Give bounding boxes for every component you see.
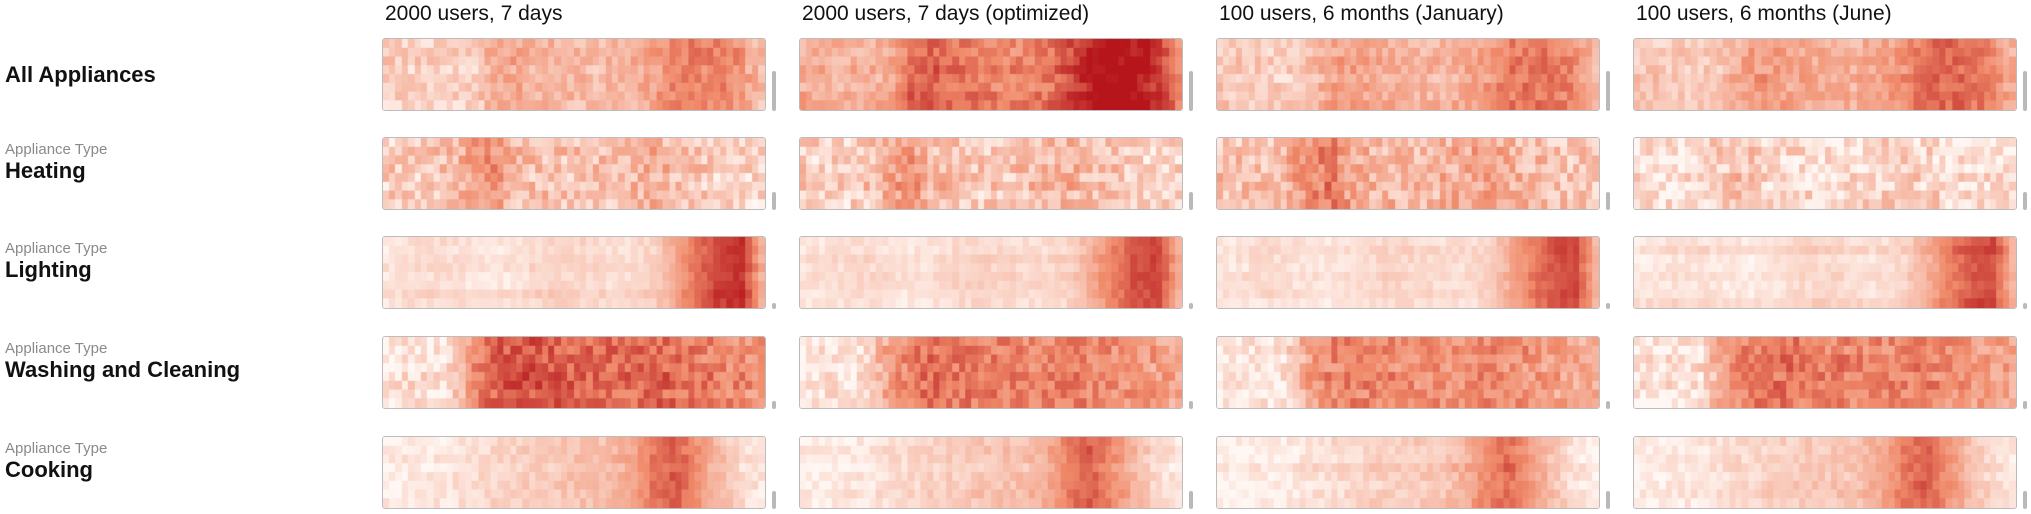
row-label-washing-and-cleaning: Appliance Type Washing and Cleaning [5,340,240,383]
cell-scrollbar[interactable] [2023,491,2027,509]
heatmap-cell [799,336,1183,409]
heatmap-canvas [1217,437,1599,508]
row-label-cooking: Appliance Type Cooking [5,440,107,483]
heatmap-cell [1216,336,1600,409]
row-title: Cooking [5,457,93,482]
column-header-2: 100 users, 6 months (January) [1219,2,1504,25]
cell-scrollbar[interactable] [1606,192,1610,210]
cell-scrollbar[interactable] [1606,71,1610,111]
heatmap-cell [1633,436,2017,509]
heatmap-cell [382,38,766,111]
heatmap-canvas [800,39,1182,110]
heatmap-canvas [383,138,765,209]
column-header-1: 2000 users, 7 days (optimized) [802,2,1090,25]
heatmap-cell [799,38,1183,111]
cell-scrollbar[interactable] [1189,71,1193,111]
column-header-0: 2000 users, 7 days [385,2,563,25]
cell-scrollbar[interactable] [772,401,776,409]
row-label-heating: Appliance Type Heating [5,141,107,184]
heatmap-canvas [1217,138,1599,209]
heatmap-cell [799,436,1183,509]
heatmap-cell [1633,38,2017,111]
heatmap-canvas [800,337,1182,408]
row-title: All Appliances [5,62,156,87]
cell-scrollbar[interactable] [1606,303,1610,309]
row-sublabel: Appliance Type [5,240,108,257]
cell-scrollbar[interactable] [772,491,776,509]
cell-scrollbar[interactable] [1606,401,1610,409]
heatmap-canvas [1634,39,2016,110]
heatmap-cell [1216,436,1600,509]
heatmap-cell [1633,236,2017,309]
row-label-all-appliances: All Appliances [5,45,156,88]
heatmap-cell [1216,137,1600,210]
heatmap-cell [382,236,766,309]
row-title: Heating [5,158,86,183]
cell-scrollbar[interactable] [2023,71,2027,111]
heatmap-canvas [1634,237,2016,308]
cell-scrollbar[interactable] [1189,401,1193,409]
heatmap-canvas [383,39,765,110]
heatmap-cell [382,436,766,509]
heatmap-canvas [800,138,1182,209]
cell-scrollbar[interactable] [1189,303,1193,309]
row-sublabel [5,45,156,62]
heatmap-cell [1216,236,1600,309]
row-sublabel: Appliance Type [5,141,108,158]
heatmap-canvas [1634,337,2016,408]
heatmap-cell [1633,336,2017,409]
heatmap-canvas [1217,39,1599,110]
cell-scrollbar[interactable] [1189,192,1193,210]
heatmap-canvas [800,237,1182,308]
heatmap-cell [1633,137,2017,210]
row-title: Lighting [5,257,92,282]
heatmap-cell [382,137,766,210]
cell-scrollbar[interactable] [1606,491,1610,509]
heatmap-canvas [1634,437,2016,508]
cell-scrollbar[interactable] [1189,491,1193,509]
cell-scrollbar[interactable] [2023,192,2027,210]
heatmap-canvas [383,237,765,308]
heatmap-canvas [383,337,765,408]
row-sublabel: Appliance Type [5,340,108,357]
cell-scrollbar[interactable] [2023,401,2027,409]
column-header-3: 100 users, 6 months (June) [1636,2,1892,25]
cell-scrollbar[interactable] [772,192,776,210]
row-title: Washing and Cleaning [5,357,241,382]
row-sublabel: Appliance Type [5,440,108,457]
heatmap-canvas [383,437,765,508]
heatmap-cell [799,137,1183,210]
heatmap-canvas [1217,237,1599,308]
heatmap-cell [382,336,766,409]
heatmap-cell [799,236,1183,309]
cell-scrollbar[interactable] [772,71,776,111]
cell-scrollbar[interactable] [2023,303,2027,309]
heatmap-canvas [1217,337,1599,408]
heatmap-cell [1216,38,1600,111]
heatmap-canvas [800,437,1182,508]
cell-scrollbar[interactable] [772,303,776,309]
row-label-lighting: Appliance Type Lighting [5,240,107,283]
heatmap-canvas [1634,138,2016,209]
